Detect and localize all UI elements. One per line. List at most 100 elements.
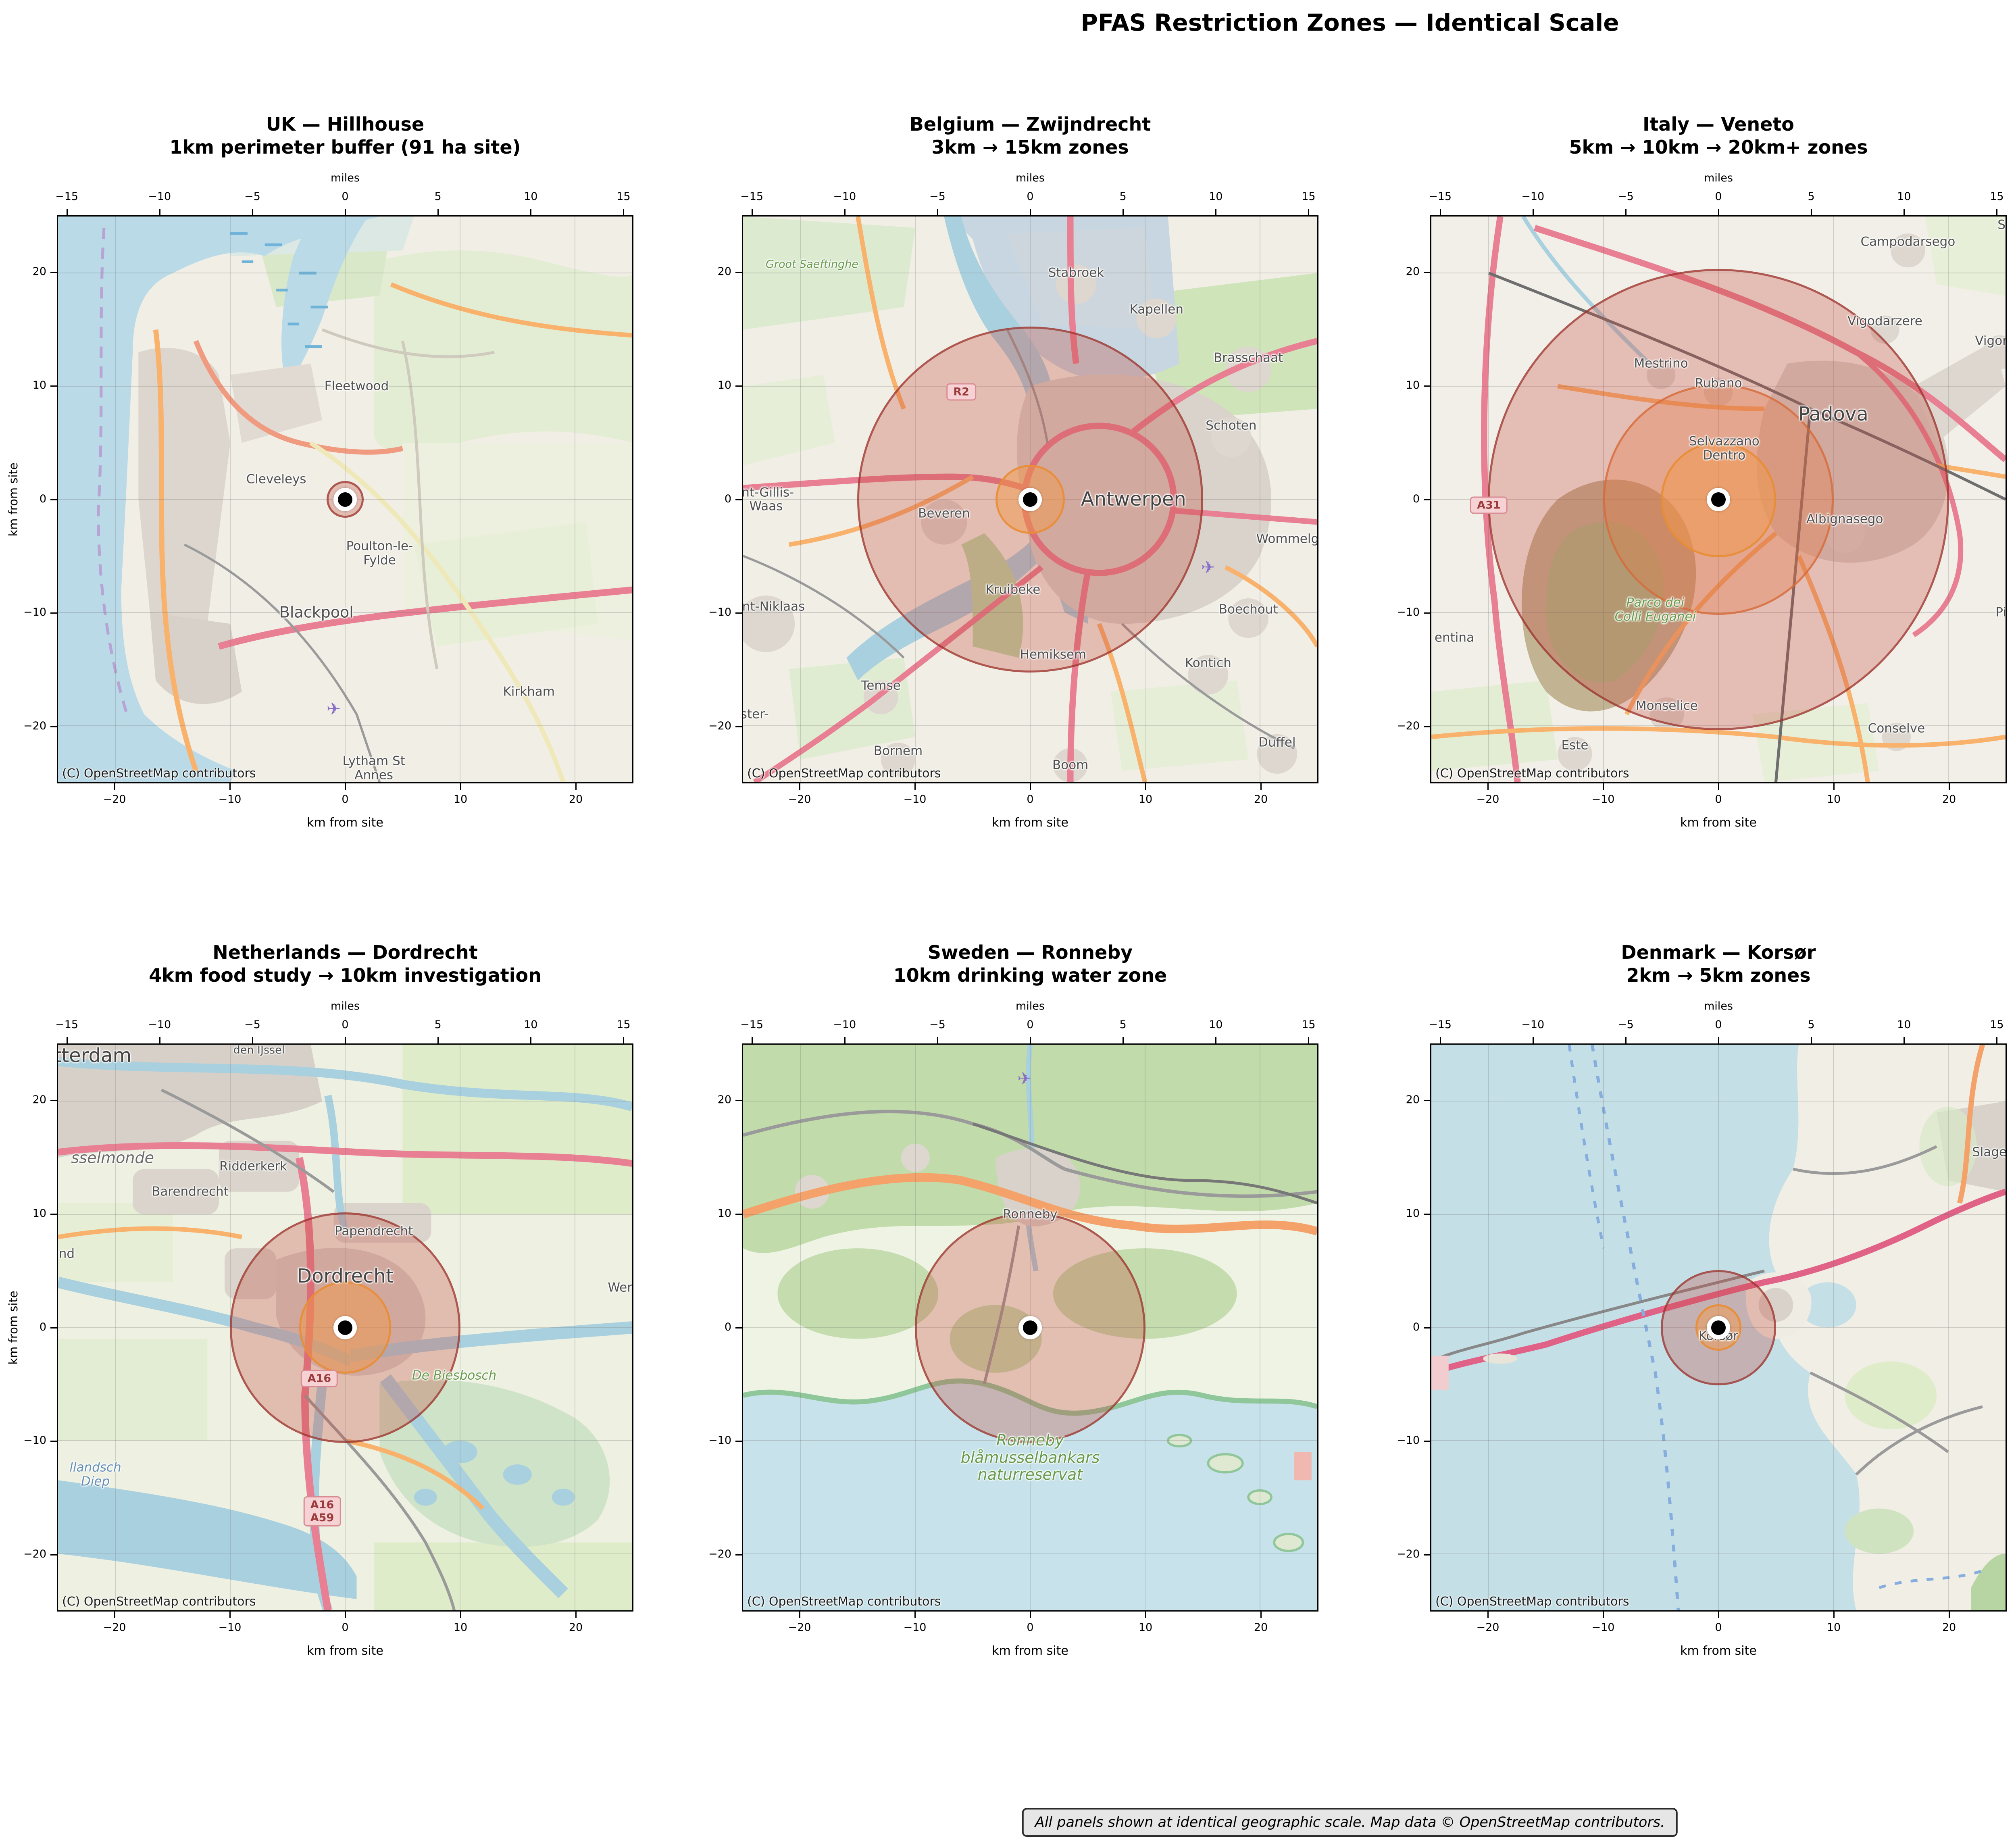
tick-label: −5 <box>1617 190 1634 203</box>
tick-mark <box>1030 209 1031 215</box>
top-axis-label: miles <box>1016 1000 1045 1012</box>
map-label: Kapellen <box>1129 302 1184 317</box>
map-label: Barendrecht <box>152 1184 229 1199</box>
tick-label: 20 <box>1406 265 1420 278</box>
tick-label: 10 <box>1209 1018 1223 1031</box>
grid-line <box>1431 1214 2006 1215</box>
map-label: int-Gillis- Waas <box>742 485 794 514</box>
tick-label: −20 <box>708 1548 731 1561</box>
tick-label: 20 <box>1942 793 1956 806</box>
panel-title: Denmark — Korsør 2km → 5km zones <box>1430 941 2007 987</box>
osm-watermark: (C) OpenStreetMap contributors <box>62 1595 256 1609</box>
tick-label: −15 <box>55 1018 79 1031</box>
tick-label: 20 <box>1942 1621 1956 1634</box>
panel-title: Belgium — Zwijndrecht 3km → 15km zones <box>742 113 1318 159</box>
grid-line <box>1603 1045 1604 1610</box>
tick-label: −20 <box>103 793 126 806</box>
panel-title: Sweden — Ronneby 10km drinking water zone <box>742 941 1318 987</box>
tick-label: 15 <box>616 1018 631 1031</box>
tick-mark <box>1718 1037 1719 1043</box>
tick-label: 10 <box>1826 793 1841 806</box>
site-marker <box>1707 487 1730 511</box>
grid-line <box>1833 1045 1834 1610</box>
tick-label: −10 <box>1521 190 1545 203</box>
tick-mark <box>66 209 68 215</box>
tick-label: 0 <box>1412 1320 1420 1333</box>
tick-mark <box>914 783 916 790</box>
tick-mark <box>50 1554 57 1556</box>
tick-mark <box>1260 1612 1262 1618</box>
panel-title-line: 4km food study → 10km investigation <box>149 964 541 986</box>
tick-label: −5 <box>1617 1018 1634 1031</box>
map-label: Padova <box>1798 403 1868 426</box>
tick-label: 0 <box>724 1320 731 1333</box>
tick-label: 5 <box>434 190 442 203</box>
tick-label: 20 <box>717 1093 731 1106</box>
tick-mark <box>1030 1612 1031 1618</box>
tick-mark <box>735 612 742 614</box>
tick-mark <box>1215 209 1217 215</box>
tick-mark <box>1439 1037 1441 1043</box>
osm-watermark: (C) OpenStreetMap contributors <box>1435 1595 1629 1609</box>
tick-mark <box>1625 1037 1627 1043</box>
map-sweden: Ronneby Ronneby blåmusselbankars naturres… <box>742 1043 1318 1612</box>
map-label: Kruibeke <box>985 582 1041 597</box>
tick-label: 0 <box>1027 1018 1034 1031</box>
tick-label: −10 <box>23 1434 46 1447</box>
tick-mark <box>159 209 160 215</box>
tick-mark <box>1811 1037 1812 1043</box>
tick-label: −5 <box>929 190 946 203</box>
x-axis-label: km from site <box>992 816 1068 830</box>
tick-mark <box>1123 209 1124 215</box>
tick-label: 10 <box>524 1018 538 1031</box>
tick-mark <box>1904 209 1905 215</box>
tick-label: 15 <box>1302 1018 1316 1031</box>
map-label: Duffel <box>1258 735 1296 750</box>
panel-italy-veneto: Italy — Veneto 5km → 10km → 20km+ zones <box>1362 110 2016 840</box>
panel-title-line: 2km → 5km zones <box>1626 964 1811 986</box>
tick-mark <box>50 385 57 387</box>
tick-label: 0 <box>724 492 731 505</box>
tick-mark <box>1949 1612 1950 1618</box>
tick-mark <box>1424 385 1430 387</box>
panel-title-line: Sweden — Ronneby <box>927 941 1133 963</box>
tick-label: −10 <box>708 606 731 619</box>
tick-label: 10 <box>717 1207 731 1220</box>
tick-label: 5 <box>1808 1018 1815 1031</box>
tick-mark <box>114 1612 115 1618</box>
y-axis-label: km from site <box>6 1290 20 1365</box>
tick-label: 5 <box>1119 1018 1127 1031</box>
tick-label: 10 <box>717 379 731 391</box>
map-label: Fleetwood <box>324 379 389 394</box>
tick-mark <box>914 1612 916 1618</box>
tick-label: −10 <box>903 1621 927 1634</box>
tick-mark <box>460 1612 461 1618</box>
map-label: ster- <box>742 707 769 722</box>
map-denmark: SlagelKorsør(C) OpenStreetMap contributo… <box>1430 1043 2007 1612</box>
grid-line <box>58 385 632 387</box>
road-shield: R2 <box>946 383 976 401</box>
map-label: Cleveleys <box>246 472 306 487</box>
tick-mark <box>1424 271 1430 273</box>
tick-mark <box>50 1327 57 1329</box>
tick-mark <box>735 1554 742 1556</box>
map-belgium: Groot Saeftinghe Stabroek Kapellen Brasscha… <box>742 215 1318 783</box>
map-background-uk <box>58 217 632 782</box>
tick-label: −20 <box>1476 793 1500 806</box>
tick-label: 15 <box>1302 190 1316 203</box>
airplane-icon: ✈ <box>326 699 341 719</box>
tick-label: 20 <box>1254 793 1268 806</box>
tick-label: −20 <box>1397 1548 1420 1561</box>
tick-label: −20 <box>788 1621 811 1634</box>
tick-label: −20 <box>1397 720 1420 733</box>
map-label: den IJssel <box>233 1043 285 1056</box>
tick-label: 10 <box>1897 190 1911 203</box>
tick-mark <box>1145 783 1146 790</box>
tick-mark <box>799 783 800 790</box>
tick-label: 20 <box>569 793 583 806</box>
tick-mark <box>1030 783 1031 790</box>
map-label: Lytham St Annes <box>342 754 405 782</box>
grid-line <box>115 217 116 782</box>
tick-label: 15 <box>616 190 631 203</box>
tick-mark <box>1996 1037 1998 1043</box>
